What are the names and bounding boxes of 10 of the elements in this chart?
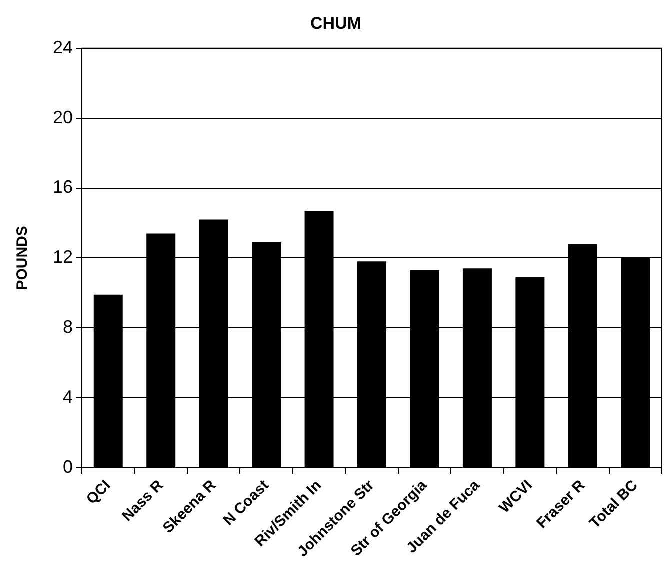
y-tick-label: 4 <box>63 387 74 408</box>
y-tick-label: 0 <box>63 456 74 477</box>
y-tick-label: 20 <box>52 107 74 128</box>
chart-title: CHUM <box>310 14 362 33</box>
y-tick-label: 8 <box>63 317 74 338</box>
y-axis-title: POUNDS <box>14 226 32 290</box>
x-tick-label: QCI <box>83 477 114 508</box>
y-tick-label: 24 <box>52 37 74 58</box>
y-tick-label: 16 <box>52 177 74 198</box>
y-tick-label: 12 <box>52 247 74 268</box>
